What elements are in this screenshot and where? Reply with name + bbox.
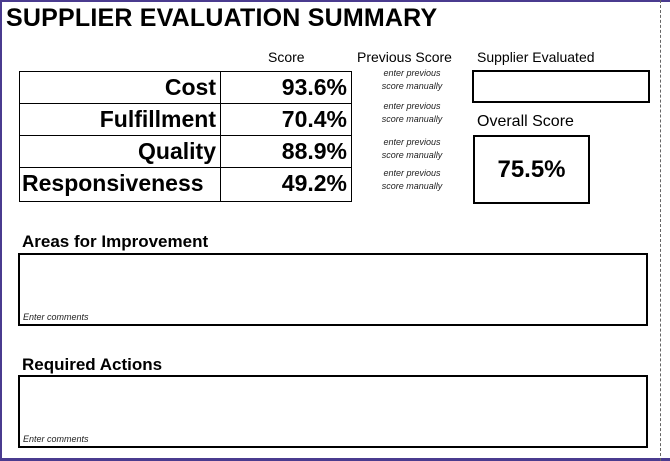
- areas-for-improvement-field[interactable]: Enter comments: [18, 253, 648, 326]
- supplier-evaluated-header: Supplier Evaluated: [477, 49, 595, 65]
- previous-score-cell-responsiveness[interactable]: enter previous score manually: [358, 167, 466, 193]
- areas-for-improvement-title: Areas for Improvement: [22, 232, 209, 251]
- criteria-label: Cost: [20, 72, 221, 103]
- criteria-row-quality: Quality 88.9%: [20, 136, 351, 168]
- criteria-row-fulfillment: Fulfillment 70.4%: [20, 104, 351, 136]
- criteria-label: Quality: [20, 136, 221, 167]
- comment-placeholder: Enter comments: [23, 434, 89, 444]
- criteria-row-responsiveness: Responsiveness 49.2%: [20, 168, 351, 201]
- page-break-line: [660, 0, 661, 461]
- previous-score-hint: enter previous score manually: [381, 137, 443, 160]
- criteria-label: Responsiveness: [20, 168, 221, 201]
- supplier-evaluated-field[interactable]: [472, 70, 650, 103]
- criteria-score-cell[interactable]: 93.6%: [281, 74, 347, 100]
- previous-score-hint: enter previous score manually: [381, 68, 443, 91]
- overall-score-label: Overall Score: [477, 113, 574, 130]
- criteria-score-cell[interactable]: 88.9%: [281, 138, 347, 164]
- previous-score-cell-cost[interactable]: enter previous score manually: [358, 67, 466, 93]
- sheet-frame-top: [0, 0, 670, 2]
- comment-placeholder: Enter comments: [23, 312, 89, 322]
- criteria-score-cell[interactable]: 70.4%: [281, 106, 347, 132]
- sheet-frame-bottom: [0, 458, 670, 461]
- criteria-row-cost: Cost 93.6%: [20, 72, 351, 104]
- previous-score-hint: enter previous score manually: [381, 101, 443, 124]
- previous-score-hint: enter previous score manually: [381, 168, 443, 191]
- overall-score-value: 75.5%: [473, 135, 590, 204]
- required-actions-field[interactable]: Enter comments: [18, 375, 648, 448]
- previous-score-cell-fulfillment[interactable]: enter previous score manually: [358, 100, 466, 126]
- required-actions-title: Required Actions: [22, 355, 163, 374]
- score-column-header: Score: [268, 49, 305, 65]
- criteria-score-cell[interactable]: 49.2%: [281, 170, 347, 196]
- page-title: SUPPLIER EVALUATION SUMMARY: [6, 4, 438, 32]
- previous-score-column-header: Previous Score: [357, 49, 452, 65]
- score-table: Cost 93.6% Fulfillment 70.4% Quality 88.…: [19, 71, 352, 202]
- sheet-frame-left: [0, 0, 2, 461]
- previous-score-cell-quality[interactable]: enter previous score manually: [358, 136, 466, 162]
- criteria-label: Fulfillment: [20, 104, 221, 135]
